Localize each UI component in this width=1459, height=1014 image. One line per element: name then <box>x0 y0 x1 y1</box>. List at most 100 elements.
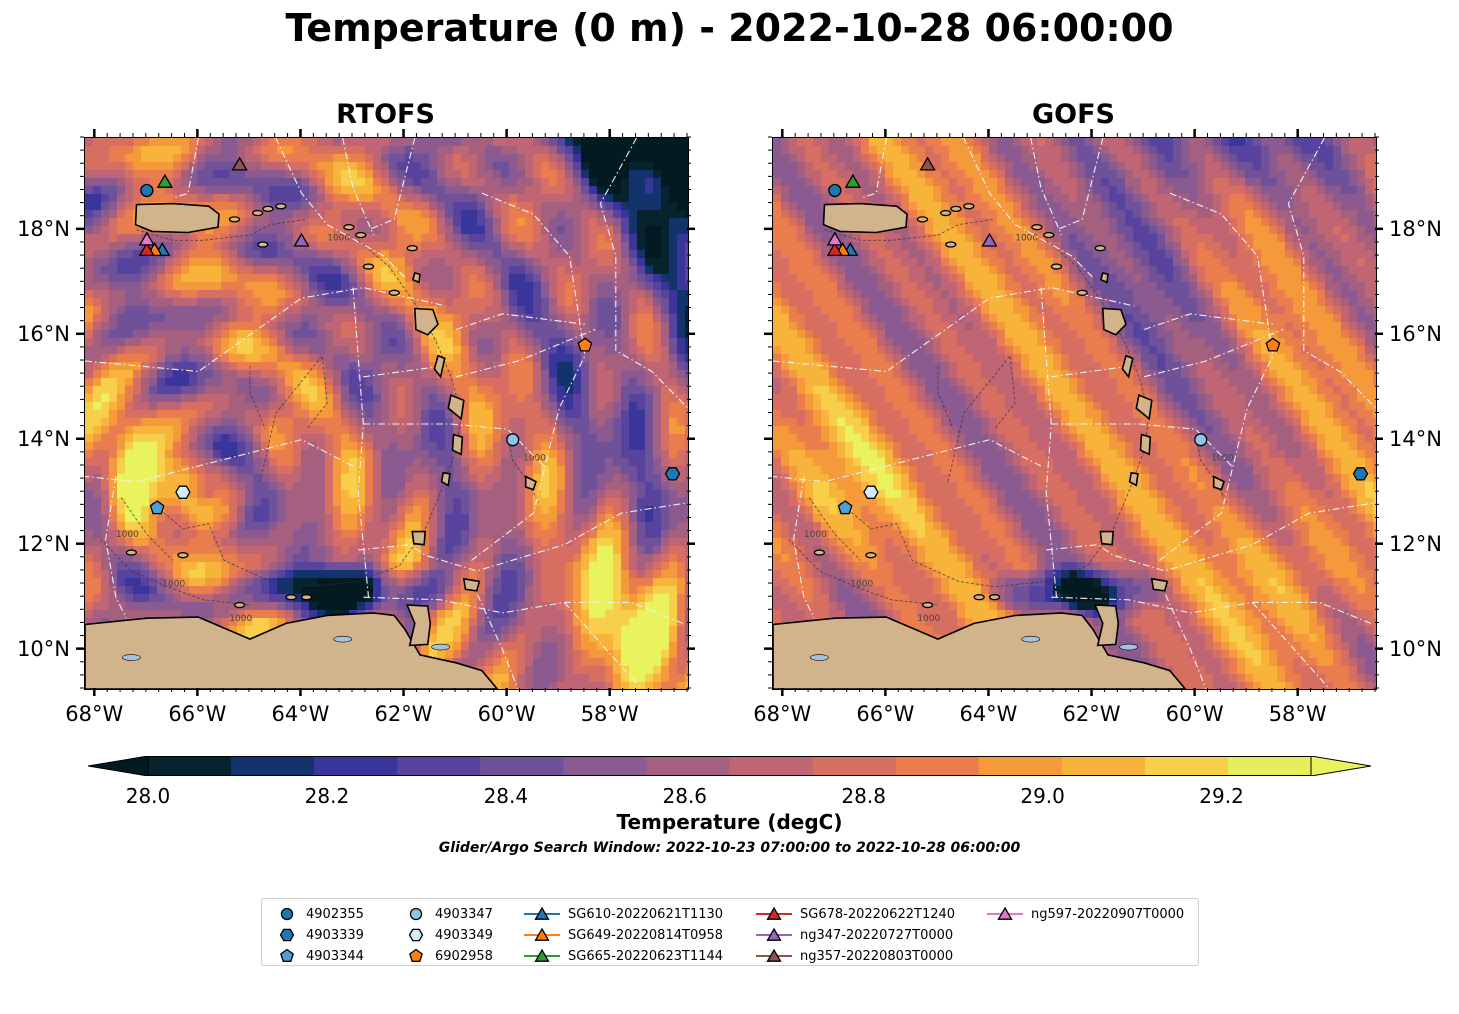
longitude-tick-label: 64°W <box>959 702 1018 726</box>
small-island <box>355 231 367 239</box>
colorbar-segment <box>314 756 398 776</box>
eez-boundary-line <box>358 502 688 572</box>
colorbar-segment <box>1061 756 1146 776</box>
legend-entry[interactable]: SG665-20220623T1144 <box>524 946 754 966</box>
eez-boundary-line <box>860 138 887 199</box>
search-window-note: Glider/Argo Search Window: 2022-10-23 07… <box>438 840 1021 856</box>
land-polygon <box>1093 604 1120 647</box>
land-polygon <box>1121 354 1134 379</box>
land-polygon <box>773 612 1187 689</box>
legend-entry[interactable]: 4902355 <box>276 904 404 924</box>
colorbar-segment <box>148 756 232 776</box>
longitude-tick-label: 64°W <box>271 702 330 726</box>
bathymetry-contour <box>249 366 266 430</box>
small-island <box>300 594 313 601</box>
colorbar-under-extend <box>88 756 149 776</box>
observation-marker[interactable] <box>981 232 998 247</box>
observation-marker[interactable] <box>231 156 248 171</box>
colorbar-tick-label: 28.0 <box>125 784 171 808</box>
legend-label: 4902355 <box>306 906 364 922</box>
legend-circle-icon <box>280 907 294 921</box>
gofs-map[interactable]: 1000 1000 1000 1000 1000 <box>772 137 1377 690</box>
legend-entry[interactable]: SG678-20220622T1240 <box>756 904 986 924</box>
observation-marker[interactable] <box>1194 433 1208 447</box>
observation-marker[interactable] <box>138 241 155 257</box>
legend-label: SG665-20220623T1144 <box>568 948 724 964</box>
legend-pentagon-icon <box>280 948 294 962</box>
legend-entry[interactable]: SG610-20220621T1130 <box>524 904 754 924</box>
observation-marker[interactable] <box>844 173 862 188</box>
legend-circle-icon <box>409 907 423 921</box>
eez-boundary-line <box>773 439 1042 483</box>
contour-label: 1000 <box>917 614 940 624</box>
land-polygon <box>1212 475 1225 491</box>
longitude-tick-label: 62°W <box>1062 702 1121 726</box>
observation-marker[interactable] <box>506 433 520 447</box>
observation-marker[interactable] <box>919 156 936 171</box>
eez-boundary-line <box>1143 328 1284 378</box>
legend-entry[interactable]: 4903347 <box>405 904 523 924</box>
small-island <box>1043 231 1055 239</box>
contour-label: 1000 <box>327 233 350 243</box>
eez-boundaries <box>85 138 688 689</box>
small-island <box>865 552 877 559</box>
eez-boundary-line <box>471 192 586 561</box>
observation-marker[interactable] <box>837 500 853 515</box>
land-polygon <box>447 393 465 421</box>
figure-title: Temperature (0 m) - 2022-10-28 06:00:00 <box>285 6 1174 50</box>
observation-marker[interactable] <box>826 231 843 246</box>
contour-label: 1000 <box>229 614 252 624</box>
observation-marker[interactable] <box>577 337 593 352</box>
observation-marker[interactable] <box>140 183 154 198</box>
legend-entry[interactable]: SG649-20220814T0958 <box>524 925 754 945</box>
colorbar-segment <box>895 756 980 776</box>
latitude-tick-label: 12°N <box>1389 531 1442 556</box>
latitude-tick-label: 16°N <box>17 321 70 346</box>
legend-entry[interactable]: 4903349 <box>405 925 523 945</box>
observation-markers <box>138 156 681 515</box>
colorbar-segment <box>812 756 897 776</box>
legend-entry[interactable]: 6902958 <box>405 946 523 966</box>
legend-entry[interactable]: 4903344 <box>276 946 404 966</box>
observation-marker[interactable] <box>828 183 842 198</box>
observation-marker[interactable] <box>175 485 191 499</box>
land-polygon <box>411 271 421 284</box>
eez-boundary-line <box>1051 596 1372 624</box>
legend-triangle-icon <box>756 927 792 941</box>
latitude-tick-label: 18°N <box>17 216 70 241</box>
legend-hexagon-icon <box>408 928 424 942</box>
legend-entry[interactable]: ng597-20220907T0000 <box>987 904 1197 924</box>
latitude-tick-label: 12°N <box>17 531 70 556</box>
legend-entry[interactable]: 4903339 <box>276 925 404 945</box>
eez-boundary-line <box>85 287 446 373</box>
legend-label: ng597-20220907T0000 <box>1031 906 1185 922</box>
small-island <box>950 205 962 212</box>
eez-boundary-line <box>963 138 1093 278</box>
observation-marker[interactable] <box>1352 467 1369 481</box>
land-polygon <box>405 604 432 647</box>
gofs-map-canvas: 1000 1000 1000 1000 1000 <box>773 138 1376 689</box>
observation-marker[interactable] <box>156 173 174 188</box>
legend-label: SG610-20220621T1130 <box>568 906 724 922</box>
small-island <box>1094 245 1106 252</box>
legend-entry[interactable]: ng357-20220803T0000 <box>756 946 986 966</box>
bathymetry-contours <box>100 218 539 606</box>
legend-entry[interactable]: ng347-20220727T0000 <box>756 925 986 945</box>
rtofs-map[interactable]: 1000 1000 1000 1000 1000 <box>84 137 689 690</box>
observation-marker[interactable] <box>863 485 879 499</box>
legend-label: SG678-20220622T1240 <box>800 906 956 922</box>
contour-label: 1000 <box>1015 233 1038 243</box>
observation-marker[interactable] <box>664 467 681 481</box>
observation-marker[interactable] <box>293 232 310 247</box>
observation-marker[interactable] <box>149 500 165 515</box>
observation-marker[interactable] <box>1265 337 1281 352</box>
small-island <box>285 594 297 601</box>
land-polygon <box>1150 577 1169 592</box>
latitude-tick-label: 14°N <box>17 426 70 451</box>
land-polygon <box>1099 530 1115 546</box>
observation-marker[interactable] <box>138 231 155 246</box>
small-island <box>973 594 985 601</box>
temperature-field <box>85 138 688 689</box>
colorbar-segment <box>978 756 1063 776</box>
observation-marker[interactable] <box>826 241 843 257</box>
